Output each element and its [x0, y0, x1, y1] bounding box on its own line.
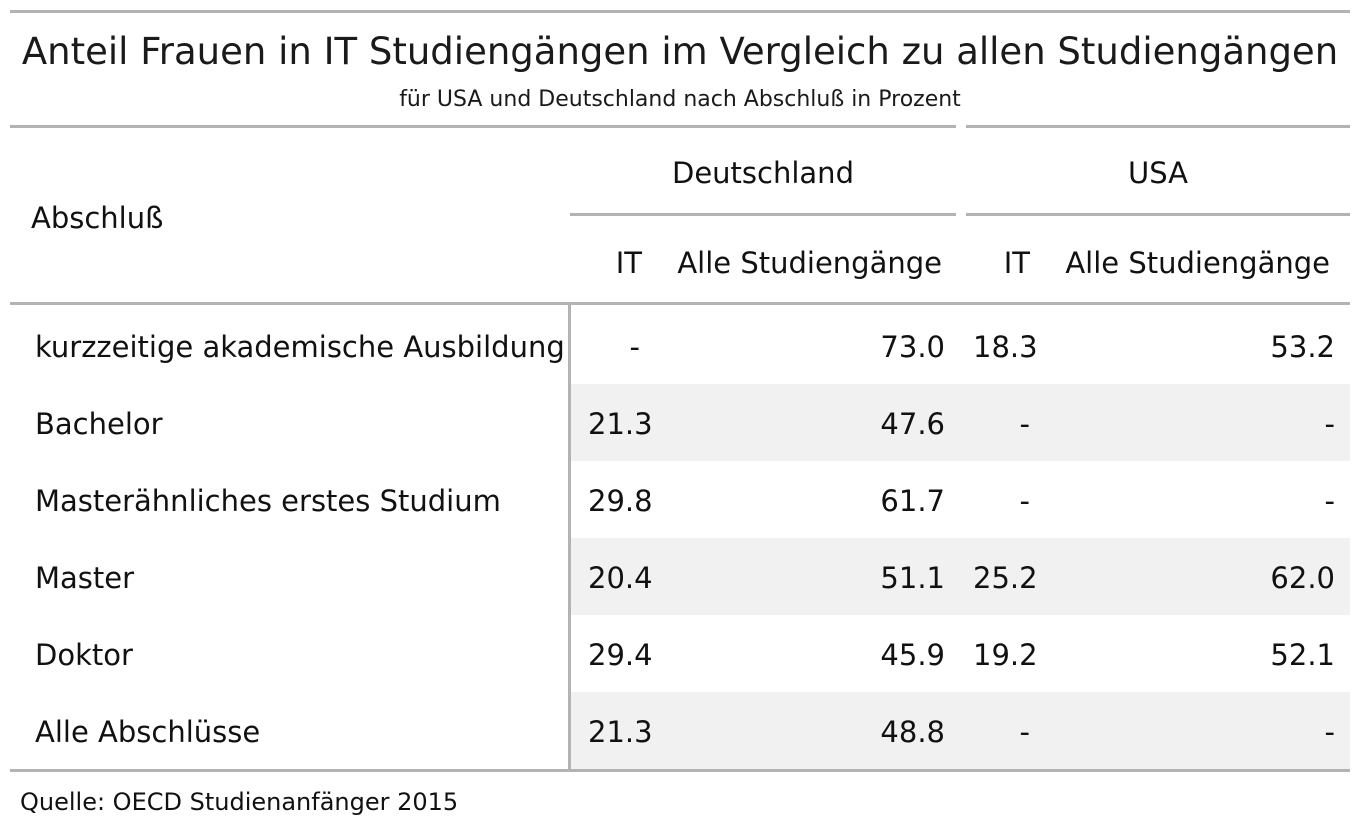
row-label: Bachelor [35, 407, 163, 441]
table-cell: 18.3 [973, 330, 1038, 364]
column-header-de-it: IT [615, 246, 642, 280]
column-header-us-it: IT [1003, 246, 1030, 280]
title-rule-left [10, 125, 956, 128]
table-title: Anteil Frauen in IT Studiengängen im Ver… [21, 30, 1339, 73]
table-cell: 21.3 [588, 407, 653, 441]
stub-divider [568, 305, 571, 769]
row-label: kurzzeitige akademische Ausbildung [35, 330, 565, 364]
table-cell: 51.1 [880, 561, 945, 595]
table-subtitle: für USA und Deutschland nach Abschluß in… [399, 87, 961, 112]
bottom-rule [10, 769, 1350, 772]
table-cell: - [1019, 484, 1030, 518]
table-cell: 29.4 [588, 638, 653, 672]
header-rule [10, 302, 1350, 305]
table-cell: 53.2 [1270, 330, 1335, 364]
title-rule-right [966, 125, 1350, 128]
row-band [571, 538, 1350, 615]
column-header-de-alle: Alle Studiengänge [677, 246, 942, 280]
row-label: Master [35, 561, 135, 595]
table-cell: 45.9 [880, 638, 945, 672]
table-cell: 62.0 [1270, 561, 1335, 595]
group-rule-usa [966, 213, 1350, 216]
top-rule [10, 10, 1350, 13]
group-rule-deutschland [570, 213, 956, 216]
source-note: Quelle: OECD Studienanfänger 2015 [20, 788, 459, 816]
table-cell: 29.8 [588, 484, 653, 518]
row-label: Doktor [35, 638, 133, 672]
table-cell: - [1324, 484, 1335, 518]
table-cell: 20.4 [588, 561, 653, 595]
table-cell: 19.2 [973, 638, 1038, 672]
table-cell: 21.3 [588, 715, 653, 749]
table-cell: 48.8 [880, 715, 945, 749]
table-cell: - [1019, 715, 1030, 749]
group-header-deutschland: Deutschland [672, 156, 854, 190]
table-cell: - [629, 330, 640, 364]
row-label: Masterähnliches erstes Studium [35, 484, 501, 518]
table-cell: 52.1 [1270, 638, 1335, 672]
row-band [571, 692, 1350, 769]
row-header: Abschluß [31, 201, 164, 235]
table-cell: 73.0 [880, 330, 945, 364]
row-label: Alle Abschlüsse [35, 715, 261, 749]
column-header-us-alle: Alle Studiengänge [1065, 246, 1330, 280]
table-cell: 25.2 [973, 561, 1038, 595]
table-cell: - [1324, 407, 1335, 441]
table-cell: 61.7 [880, 484, 945, 518]
table-cell: - [1019, 407, 1030, 441]
row-band [571, 384, 1350, 461]
group-header-usa: USA [1127, 156, 1188, 190]
table-cell: - [1324, 715, 1335, 749]
table-cell: 47.6 [880, 407, 945, 441]
